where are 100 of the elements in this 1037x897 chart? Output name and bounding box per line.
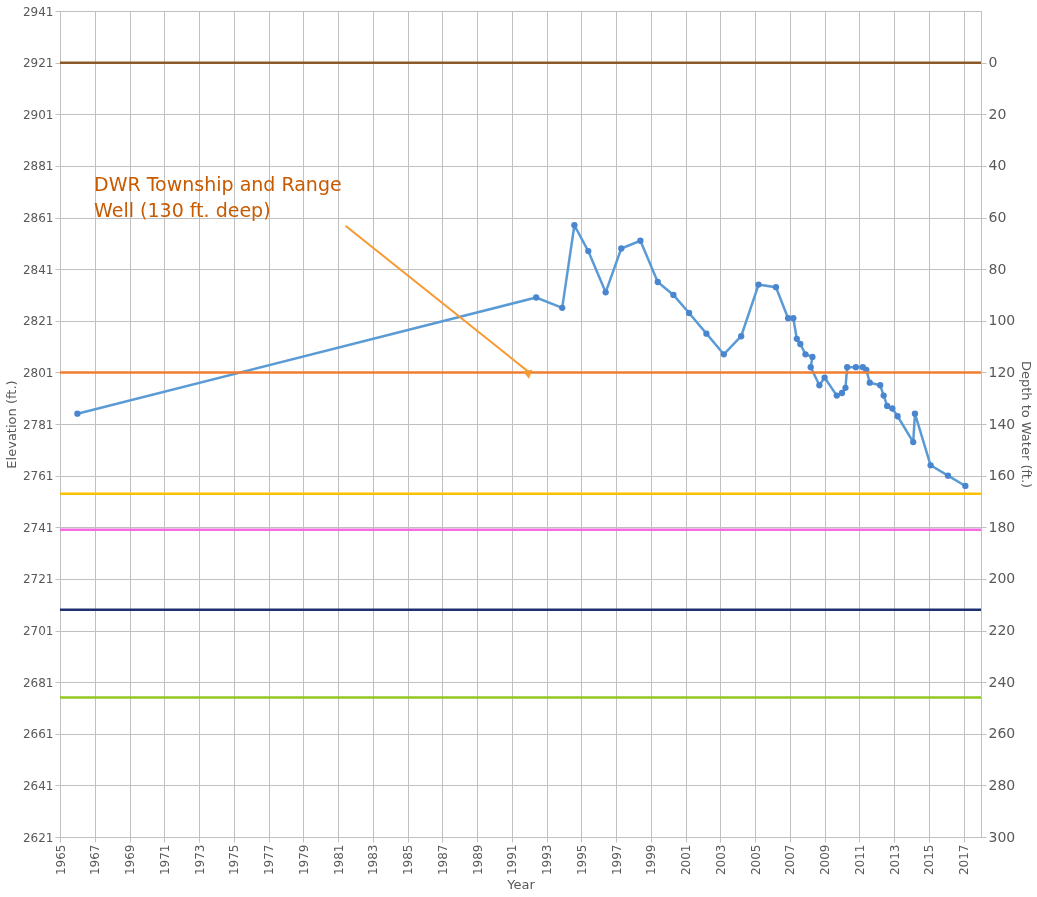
point — [889, 405, 896, 412]
y-tick-label: 2801 — [22, 365, 54, 380]
y2-tick-label: 180 — [988, 518, 1016, 535]
point — [74, 410, 81, 417]
x-tick-label: 1965 — [53, 844, 68, 876]
x-tick-label: 1975 — [227, 844, 242, 876]
point — [784, 315, 792, 322]
point — [807, 364, 814, 371]
x-tick-label: 2009 — [818, 844, 833, 876]
y2-tick-label: 60 — [988, 209, 1007, 225]
y2-tick-label: 80 — [988, 260, 1007, 277]
y-tick-label: 2781 — [22, 417, 54, 432]
point — [755, 281, 762, 288]
x-tick-label: 1973 — [192, 844, 207, 876]
y-tick-label: 2741 — [22, 520, 54, 535]
y2-tick-label: 280 — [988, 776, 1016, 793]
x-tick-label: 2017 — [957, 844, 972, 876]
y2-tick-label: 300 — [988, 828, 1016, 845]
point — [793, 335, 800, 342]
point — [927, 462, 934, 469]
point — [880, 392, 887, 399]
x-tick-label: 1987 — [435, 844, 450, 876]
point — [602, 289, 609, 296]
point — [894, 413, 901, 420]
point — [618, 245, 625, 252]
y-tick-label: 2641 — [22, 778, 54, 793]
y-tick-label: 2921 — [22, 56, 54, 71]
point — [738, 333, 745, 340]
y2-tick-label: 160 — [988, 467, 1016, 484]
point — [703, 330, 710, 337]
point — [571, 222, 578, 229]
y-tick-label: 2881 — [22, 159, 54, 174]
y-tick-label: 2861 — [22, 211, 54, 225]
point — [637, 237, 644, 244]
y2-tick-label: 240 — [988, 673, 1016, 690]
x-tick-label: 1971 — [157, 844, 172, 876]
point — [585, 247, 592, 255]
annotation: DWR Township and Range Well (130 ft. deep) — [94, 173, 342, 222]
y-tick-label: 2841 — [22, 262, 54, 277]
y-tick-label: 2661 — [22, 727, 54, 742]
point — [559, 304, 566, 311]
point — [802, 351, 809, 358]
x-tick-label: 1985 — [401, 844, 416, 876]
point — [821, 374, 828, 381]
y2-axis-title: Depth to Water (ft.) — [1019, 360, 1035, 489]
y2-tick-label: 0 — [988, 54, 998, 71]
x-tick-label: 2015 — [922, 844, 937, 876]
point — [962, 482, 969, 490]
point — [866, 379, 873, 386]
x-tick-label: 1979 — [296, 844, 311, 876]
y2-tick-label: 140 — [988, 415, 1016, 432]
point — [944, 472, 952, 479]
point — [842, 384, 849, 392]
x-tick-label: 2005 — [748, 844, 763, 876]
x-tick-label: 1981 — [331, 844, 346, 876]
x-tick-label: 1967 — [88, 844, 103, 876]
point — [532, 294, 540, 301]
x-tick-label: 1983 — [366, 844, 381, 876]
x-tick-label: 2013 — [887, 844, 902, 876]
point — [910, 438, 917, 446]
y-tick-label: 2721 — [22, 572, 54, 587]
y2-tick-label: 120 — [988, 363, 1016, 380]
y2-tick-label: 20 — [988, 105, 1007, 122]
x-tick-label: 1995 — [574, 844, 589, 876]
x-tick-label: 1989 — [470, 844, 485, 876]
y-tick-label: 2761 — [22, 469, 54, 484]
point — [670, 291, 677, 299]
x-axis-title: Year — [506, 877, 536, 893]
point — [838, 389, 846, 397]
point — [911, 410, 919, 417]
y-tick-label: 2901 — [22, 107, 54, 122]
point — [790, 315, 797, 322]
point — [877, 382, 884, 389]
point — [852, 364, 860, 371]
point — [809, 353, 816, 361]
y-tick-label: 2821 — [22, 314, 54, 329]
y2-tick-label: 200 — [988, 570, 1016, 587]
x-tick-label: 1991 — [505, 844, 520, 876]
y2-tick-label: 220 — [988, 622, 1016, 638]
point — [720, 351, 727, 358]
y-tick-label: 2941 — [22, 4, 54, 19]
y-tick-label: 2701 — [22, 624, 54, 638]
point — [844, 364, 851, 371]
x-tick-label: 1999 — [644, 844, 659, 876]
point — [833, 392, 840, 399]
point — [816, 382, 823, 389]
x-tick-label: 2001 — [679, 844, 694, 876]
x-tick-label: 1993 — [540, 844, 555, 876]
x-tick-label: 1977 — [262, 844, 277, 876]
x-tick-label: 2007 — [783, 844, 798, 876]
point — [685, 309, 693, 317]
point — [797, 340, 804, 348]
x-tick-label: 2011 — [852, 844, 867, 876]
x-tick-label: 2003 — [713, 844, 728, 876]
point — [884, 402, 891, 410]
x-tick-label: 1969 — [123, 844, 138, 876]
y2-tick-label: 40 — [988, 157, 1007, 174]
y-tick-label: 2681 — [22, 675, 54, 690]
point — [654, 278, 661, 286]
y-axis-title: Elevation (ft.) — [3, 380, 19, 469]
